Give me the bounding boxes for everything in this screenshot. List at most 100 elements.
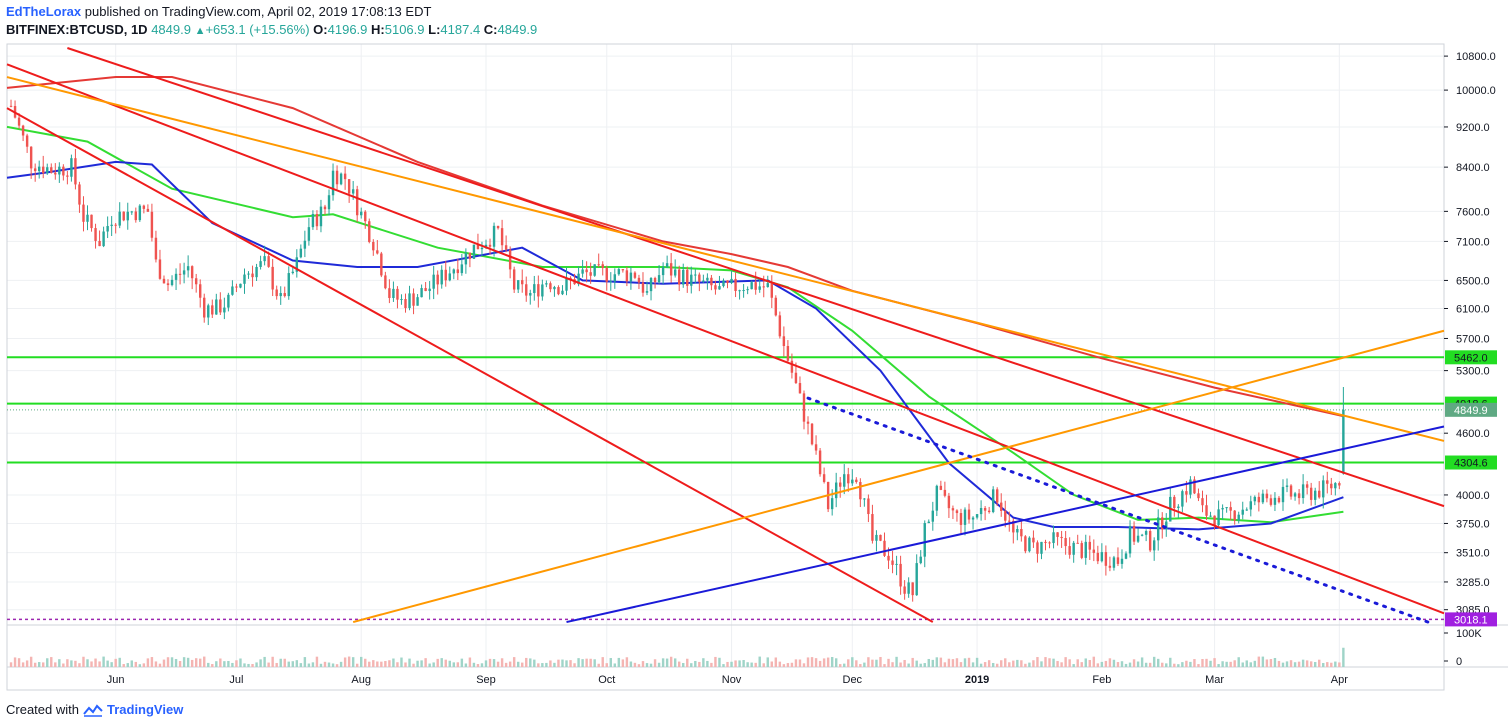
volume-bar	[1080, 662, 1083, 667]
candle-body	[1120, 558, 1124, 564]
volume-bars	[9, 647, 1345, 667]
candle-body	[1052, 532, 1055, 544]
candle-body	[480, 247, 484, 250]
candle-body	[37, 166, 41, 172]
candle-body	[637, 277, 641, 283]
trend-line	[6, 76, 1445, 442]
volume-bar	[78, 663, 81, 667]
volume-bar	[315, 656, 319, 667]
candle-body	[432, 274, 435, 289]
candle-body	[774, 297, 778, 316]
candle-body	[822, 474, 826, 482]
volume-bar	[557, 659, 560, 667]
volume-bar	[975, 657, 979, 667]
volume-bar	[979, 663, 983, 667]
volume-bar	[170, 657, 174, 667]
candle-body	[1185, 491, 1188, 495]
volume-bar	[629, 661, 633, 667]
created-with-text: Created with	[6, 702, 79, 717]
candle-body	[995, 489, 999, 503]
volume-bar	[766, 657, 769, 667]
volume-bar	[476, 664, 480, 667]
volume-bar	[1068, 659, 1071, 667]
time-tick-label: Feb	[1092, 674, 1111, 686]
candle-body	[271, 266, 274, 290]
grid-lines	[7, 44, 1444, 667]
candle-body	[1253, 496, 1257, 502]
tradingview-brand[interactable]: TradingView	[106, 702, 184, 717]
candle-body	[440, 269, 443, 285]
candle-body	[372, 241, 375, 251]
candle-body	[239, 283, 242, 288]
volume-bar	[1326, 662, 1329, 667]
candle-body	[678, 269, 681, 285]
candle-body	[923, 523, 926, 557]
volume-bar	[1301, 659, 1305, 667]
volume-bar	[347, 656, 351, 667]
candle-body	[975, 514, 979, 518]
candle-body	[593, 264, 596, 276]
candle-body	[939, 485, 943, 490]
volume-bar	[859, 664, 862, 667]
candle-body	[790, 360, 794, 373]
candle-body	[1197, 493, 1200, 499]
candle-body	[1225, 507, 1228, 509]
trend-line	[6, 63, 1445, 615]
volume-bar	[1269, 659, 1273, 667]
candle-body	[231, 286, 234, 295]
candle-body	[162, 278, 166, 284]
candle-body	[1004, 510, 1007, 521]
volume-bar	[1000, 660, 1003, 667]
candle-body	[1096, 552, 1100, 562]
volume-bar	[585, 658, 588, 667]
volume-bar	[130, 660, 133, 667]
volume-bar	[496, 661, 500, 667]
volume-bar	[1036, 657, 1039, 667]
candle-body	[682, 269, 685, 285]
candle-body	[1189, 479, 1192, 495]
volume-bar	[303, 657, 307, 667]
candle-body	[299, 248, 303, 258]
volume-bar	[299, 663, 303, 667]
volume-bar	[923, 663, 926, 667]
volume-bar	[42, 662, 45, 667]
volume-bar	[1169, 657, 1172, 667]
volume-bar	[1265, 659, 1269, 667]
candle-body	[279, 293, 282, 297]
volume-bar	[669, 656, 673, 667]
volume-bar	[943, 662, 947, 667]
candle-body	[1072, 542, 1075, 555]
candle-body	[1008, 520, 1011, 522]
candle-body	[669, 263, 673, 276]
candle-body	[351, 189, 355, 194]
candle-body	[1068, 546, 1071, 555]
candle-body	[203, 297, 206, 318]
volume-bar	[718, 657, 721, 667]
candle-body	[315, 213, 319, 227]
candle-body	[847, 474, 850, 484]
volume-bar	[867, 657, 870, 667]
volume-bar	[94, 658, 97, 667]
volume-bar	[891, 662, 894, 667]
volume-bar	[694, 660, 697, 667]
price-tick-label: 10800.0	[1456, 51, 1496, 63]
volume-bar	[569, 660, 572, 667]
candle-body	[1128, 525, 1132, 554]
candle-body	[798, 383, 802, 394]
volume-bar	[722, 664, 725, 667]
candle-body	[613, 274, 617, 282]
author-link[interactable]: EdTheLorax	[6, 4, 82, 19]
candle-body	[1342, 409, 1345, 474]
candle-body	[118, 211, 121, 226]
candle-body	[166, 283, 170, 286]
volume-bar	[593, 659, 596, 667]
volume-bar	[1245, 660, 1248, 667]
candle-body	[90, 214, 93, 229]
volume-bar	[839, 664, 842, 667]
candle-body	[525, 284, 528, 296]
candle-body	[1148, 531, 1152, 551]
candle-body	[355, 189, 359, 216]
candle-body	[750, 282, 753, 290]
volume-bar	[1217, 664, 1220, 667]
